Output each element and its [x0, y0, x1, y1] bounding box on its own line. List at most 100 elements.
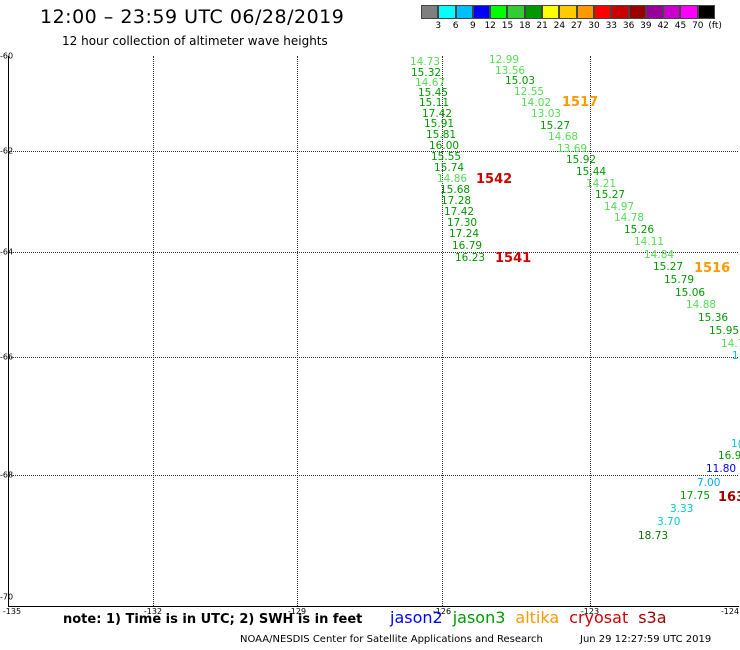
- wave-height-reading: 17.42: [444, 206, 475, 218]
- wave-height-reading: 15.79: [664, 274, 695, 286]
- wave-height-reading: 16.9: [718, 450, 740, 462]
- legend-label: 15: [501, 21, 514, 31]
- legend-label: 45: [674, 21, 687, 31]
- lat-label: -62: [0, 146, 14, 156]
- wave-height-reading: 15.36: [698, 312, 729, 324]
- wave-height-reading: 14.88: [686, 299, 717, 311]
- map-title: 12:00 – 23:59 UTC 06/28/2019: [40, 6, 345, 28]
- legend-swatch: [542, 5, 560, 19]
- wave-height-reading: 3.33: [670, 503, 694, 515]
- wave-height-reading: 15.44: [576, 166, 607, 178]
- lat-label: -60: [0, 51, 14, 61]
- map-plot-area: [8, 56, 739, 607]
- sat-jason2: jason2: [390, 608, 443, 627]
- wave-height-reading: 15.92: [566, 154, 597, 166]
- wave-height-reading: 13.03: [531, 108, 562, 120]
- wave-height-reading: 1(: [731, 438, 740, 450]
- wave-height-reading: 15.32: [411, 67, 442, 79]
- lon-label: -126: [432, 607, 452, 616]
- sat-s3a: s3a: [638, 608, 667, 627]
- wave-height-reading: 15.55: [431, 151, 462, 163]
- lon-label: -129: [287, 607, 307, 616]
- color-legend: [421, 5, 716, 19]
- wave-height-reading: 16.00: [429, 140, 460, 152]
- sat-jason3: jason3: [452, 608, 506, 627]
- legend-swatch: [611, 5, 629, 19]
- legend-swatch: [663, 5, 681, 19]
- wave-height-reading: 15.45: [418, 87, 449, 99]
- wave-height-reading: 15.06: [675, 287, 706, 299]
- grid-line-lat: [8, 252, 738, 253]
- legend-swatch: [697, 5, 716, 19]
- wave-height-reading: 15.03: [505, 75, 536, 87]
- legend-swatch: [680, 5, 698, 19]
- legend-swatch: [455, 5, 473, 19]
- wave-height-reading: 14.68: [548, 131, 579, 143]
- grid-line-lat: [8, 475, 738, 476]
- pass-label-1542: 1542: [476, 172, 513, 187]
- wave-height-reading: 15.91: [424, 118, 455, 130]
- grid-line-lon: [297, 56, 298, 606]
- grid-line-lat: [8, 357, 738, 358]
- map-subtitle: 12 hour collection of altimeter wave hei…: [62, 34, 328, 48]
- legend-label: 42: [657, 21, 669, 31]
- units-note: note: 1) Time is in UTC; 2) SWH is in fe…: [63, 612, 363, 627]
- wave-height-reading: 14.02: [521, 97, 552, 109]
- wave-height-reading: 15.74: [434, 162, 465, 174]
- pass-label-1517: 1517: [562, 95, 599, 110]
- lon-label: -123: [580, 607, 600, 616]
- legend-label: 70: [692, 21, 704, 31]
- wave-height-reading: 13.56: [495, 65, 526, 77]
- wave-height-reading: 17.42: [422, 108, 453, 120]
- wave-height-reading: 14.84: [644, 249, 675, 261]
- credit-line: NOAA/NESDIS Center for Satellite Applica…: [240, 634, 543, 645]
- wave-height-reading: 15.26: [624, 224, 655, 236]
- wave-height-reading: 15.27: [653, 261, 684, 273]
- wave-height-reading: 11.80: [706, 463, 737, 475]
- legend-label: 3: [435, 21, 442, 31]
- lat-label: -68: [0, 470, 14, 480]
- lon-label: -135: [2, 607, 22, 616]
- wave-height-reading: 15.81: [426, 129, 457, 141]
- wave-height-reading: 17.24: [449, 228, 480, 240]
- wave-height-reading: 7.00: [697, 477, 721, 489]
- wave-height-reading: 14.97: [604, 201, 635, 213]
- wave-height-reading: 17.75: [680, 490, 711, 502]
- satellite-legend: jason2 jason3 altika cryosat s3a: [390, 608, 677, 627]
- legend-swatch: [421, 5, 439, 19]
- grid-line-lon: [442, 56, 443, 606]
- wave-height-reading: 15.68: [440, 184, 471, 196]
- wave-height-reading: 14.7: [721, 338, 740, 350]
- wave-height-reading: 14.67: [415, 77, 446, 89]
- wave-height-reading: 15.11: [419, 97, 450, 109]
- legend-label: 24: [553, 21, 566, 31]
- legend-label: 6: [452, 21, 459, 31]
- legend-swatch: [472, 5, 491, 19]
- legend-label: 30: [588, 21, 600, 31]
- wave-height-reading: 14.11: [634, 236, 665, 248]
- grid-line-lon: [153, 56, 154, 606]
- legend-swatch: [593, 5, 612, 19]
- grid-line-lat: [8, 151, 738, 152]
- color-legend-labels: 3 6 9 12 15 18 21 24 27 30 33 36 39 42 45 70 (ft): [421, 21, 740, 33]
- wave-height-reading: 3.70: [657, 516, 681, 528]
- legend-label: 21: [536, 21, 548, 31]
- wave-height-reading: 15.95: [709, 325, 740, 337]
- pass-label-163: 163: [718, 490, 740, 505]
- wave-height-reading: 12.55: [514, 86, 545, 98]
- legend-swatch: [645, 5, 664, 19]
- legend-swatch: [576, 5, 594, 19]
- wave-height-reading: 14.78: [614, 212, 645, 224]
- lon-label: -132: [143, 607, 163, 616]
- wave-height-reading: 17.30: [447, 217, 478, 229]
- sat-cryosat: cryosat: [569, 608, 629, 627]
- lon-label: -124: [720, 607, 740, 616]
- legend-swatch: [438, 5, 456, 19]
- legend-label: 36: [622, 21, 635, 31]
- lat-label: -64: [0, 247, 14, 257]
- wave-height-reading: 15.27: [595, 189, 626, 201]
- legend-swatch: [628, 5, 646, 19]
- wave-height-reading: 14.21: [586, 178, 617, 190]
- wave-height-reading: 16.79: [452, 240, 483, 252]
- wave-height-reading: 17.28: [441, 195, 472, 207]
